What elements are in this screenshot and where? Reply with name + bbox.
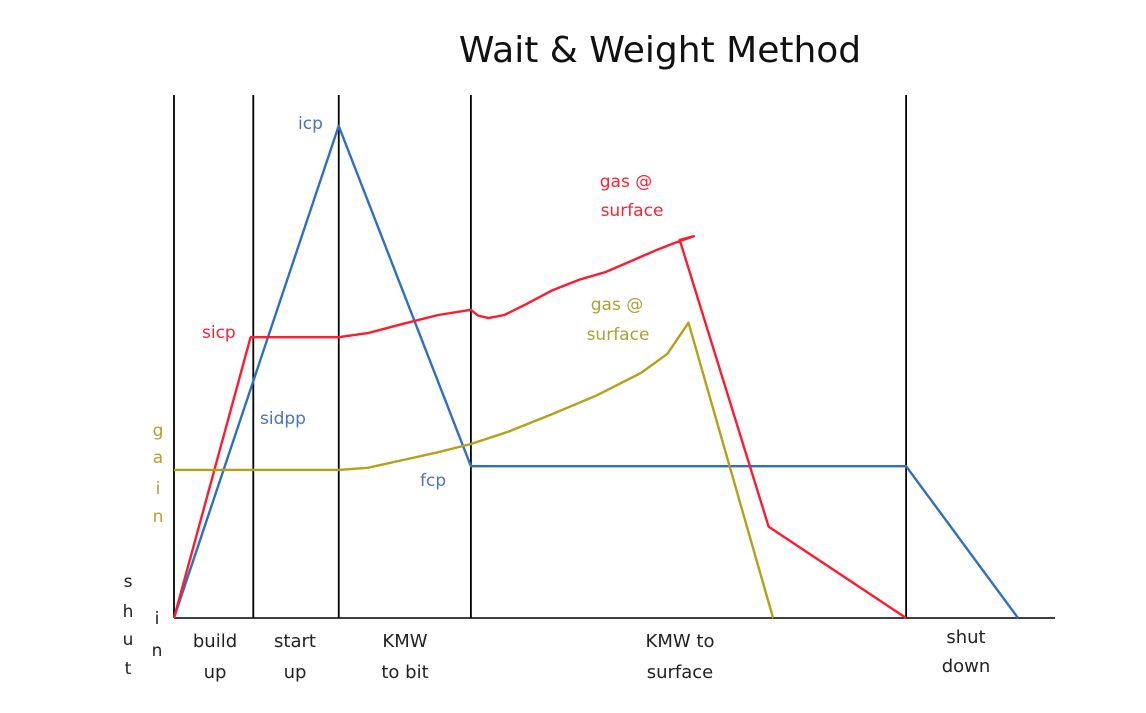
red-casing-pressure-line — [172, 235, 907, 619]
fcp-label: fcp — [420, 471, 446, 491]
shut-letter: s — [124, 572, 133, 592]
olive-gas-at-surface-label-line2: surface — [587, 325, 650, 345]
phase-label: down — [942, 656, 991, 677]
in-letter: i — [155, 609, 160, 629]
gain-letter: i — [156, 479, 161, 499]
olive-gas-at-surface-label-line1: gas @ — [591, 295, 643, 315]
phase-label: start — [274, 631, 316, 652]
olive-pit-gain-line — [174, 321, 775, 619]
gain-letter: n — [153, 507, 164, 527]
phase-label: shut — [946, 627, 985, 648]
sidpp-label: sidpp — [260, 409, 306, 429]
shut-letter: t — [125, 659, 132, 679]
phase-label: to bit — [381, 662, 428, 683]
phase-label: KMW to — [646, 631, 715, 652]
gain-vertical-label: g a i n — [153, 421, 164, 527]
phase-label: up — [204, 662, 227, 683]
blue-pressure-line — [172, 124, 1019, 619]
phase-label: up — [284, 662, 307, 683]
shut-letter: u — [123, 630, 134, 650]
sicp-label: sicp — [202, 323, 236, 343]
in-vertical-label: i n — [152, 609, 163, 661]
chart-title: Wait & Weight Method — [459, 30, 861, 71]
red-gas-at-surface-label-line2: surface — [601, 201, 664, 221]
gain-letter: a — [153, 448, 163, 468]
phase-label: build — [193, 631, 237, 652]
gain-letter: g — [153, 421, 164, 441]
shut-vertical-label: s h u t — [123, 572, 134, 679]
red-gas-at-surface-label-line1: gas @ — [600, 172, 652, 192]
in-letter: n — [152, 641, 163, 661]
phase-labels: build up start up KMW to bit KMW to surface shut… — [193, 627, 990, 683]
phase-label: surface — [647, 662, 714, 683]
phase-boundaries — [173, 95, 908, 618]
series-lines — [172, 124, 1019, 619]
shut-letter: h — [123, 602, 134, 622]
phase-label: KMW — [382, 631, 427, 652]
icp-label: icp — [298, 114, 323, 134]
